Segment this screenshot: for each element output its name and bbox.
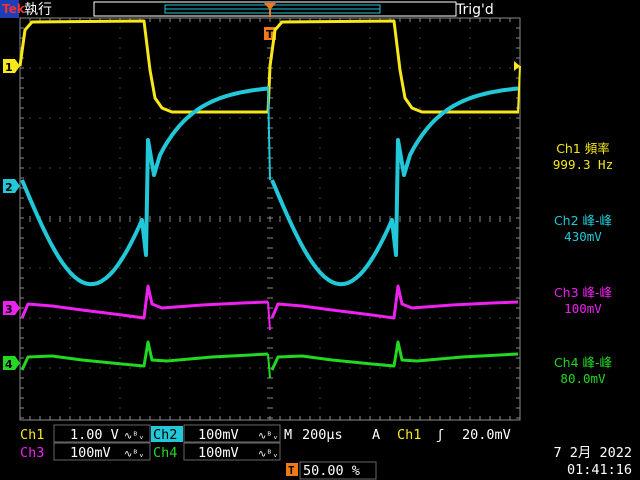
trigger-position-icon: [286, 463, 298, 476]
tek-logo: Tek: [2, 2, 26, 16]
svg-text:2: 2: [5, 181, 13, 194]
trigger-source: Ch1: [397, 427, 421, 443]
ch3-label: Ch3: [20, 445, 44, 461]
ch1-marker[interactable]: 1: [3, 59, 20, 74]
trigger-slope-icon: ʃ: [436, 427, 444, 443]
timebase-value: 200µs: [302, 427, 343, 443]
trigger-status: Trig'd: [455, 2, 494, 18]
graticule: [19, 17, 521, 421]
ch4-scale: 100mV: [198, 445, 239, 461]
timebase-prefix: M: [284, 427, 292, 443]
ch3-bw-icon: ∿ᴮᵥ: [124, 449, 144, 460]
ch2-label: Ch2: [153, 427, 177, 443]
ch2-trace-1: [20, 86, 269, 287]
svg-text:3: 3: [5, 303, 13, 316]
ch2-scale: 100mV: [198, 427, 239, 443]
trigger-level-marker[interactable]: [514, 61, 520, 71]
record-bar: [93, 1, 457, 17]
waveforms: [18, 19, 521, 379]
ch2-trace-2: [270, 86, 519, 287]
meas-ch1-value: 999.3 Hz: [553, 157, 613, 172]
ch2-marker[interactable]: 2: [3, 179, 20, 194]
ch3-trace-2: [270, 284, 519, 320]
ch4-trace-edge: [267, 353, 271, 379]
svg-text:T: T: [266, 28, 274, 41]
run-state: 執行: [24, 2, 52, 18]
meas-ch1-label: Ch1 頻率: [556, 141, 610, 156]
ch4-trace-1: [20, 340, 269, 371]
ch4-marker[interactable]: 4: [3, 356, 20, 371]
ch4-label: Ch4: [153, 445, 177, 461]
svg-text:4: 4: [5, 358, 13, 371]
meas-ch2-label: Ch2 峰-峰: [554, 213, 613, 228]
measurement-panel: Ch1 頻率 999.3 Hz Ch2 峰-峰 430mV Ch3 峰-峰 10…: [553, 141, 613, 386]
ch4-trace-2: [270, 340, 519, 371]
svg-text:1: 1: [5, 61, 13, 74]
ch3-trace-edge: [267, 301, 271, 331]
ch1-label: Ch1: [20, 427, 44, 443]
ch1-trace-edge: [517, 65, 521, 113]
ch2-trace-edge-1: [267, 85, 271, 181]
trigger-mode: A: [372, 427, 380, 443]
ch3-marker[interactable]: 3: [3, 301, 20, 316]
ch4-bw-icon: ∿ᴮᵥ: [258, 449, 278, 460]
tek-logo-bg: [0, 0, 19, 18]
date: 7 2月 2022: [553, 445, 632, 461]
svg-text:T: T: [288, 464, 295, 477]
trigger-level: 20.0mV: [462, 427, 511, 443]
meas-ch4-value: 80.0mV: [560, 371, 606, 386]
time: 01:41:16: [567, 462, 632, 478]
meas-ch4-label: Ch4 峰-峰: [554, 355, 613, 370]
meas-ch3-label: Ch3 峰-峰: [554, 285, 613, 300]
ch3-scale: 100mV: [70, 445, 111, 461]
ch1-bw-icon: ∿ᴮᵥ: [124, 431, 144, 442]
trigger-position: 50.00 %: [303, 463, 360, 479]
trigger-position-marker[interactable]: [264, 3, 276, 17]
ch1-scale: 1.00 V: [70, 427, 119, 443]
meas-ch3-value: 100mV: [564, 301, 602, 316]
ch3-trace-1: [20, 284, 269, 320]
ch2-bw-icon: ∿ᴮᵥ: [258, 431, 278, 442]
meas-ch2-value: 430mV: [564, 229, 602, 244]
status-bar: Ch1 1.00 V ∿ᴮᵥ Ch2 100mV ∿ᴮᵥ M 200µs A C…: [20, 426, 632, 479]
